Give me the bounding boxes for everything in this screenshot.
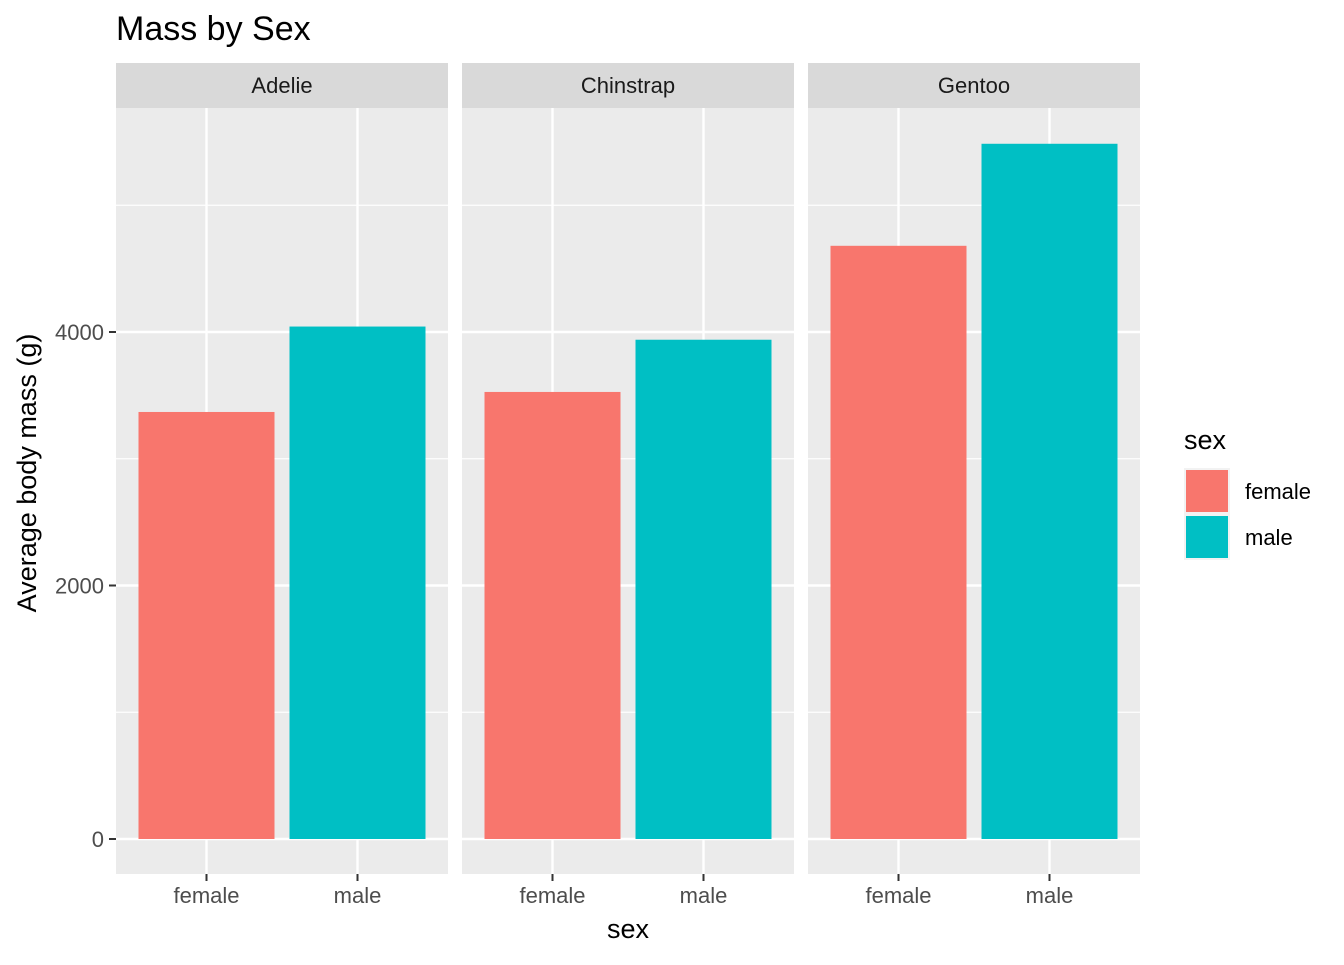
facet-strip — [808, 63, 1140, 108]
bar-chinstrap-female — [484, 391, 621, 839]
bar-gentoo-male — [981, 143, 1118, 839]
bar-chinstrap-male — [635, 339, 772, 839]
y-axis-title: Average body mass (g) — [12, 334, 42, 613]
bar-adelie-female — [138, 411, 275, 839]
x-tick-label: male — [1026, 883, 1074, 908]
y-tick-label: 0 — [92, 827, 104, 852]
x-tick-label: female — [173, 883, 239, 908]
facet-strip-label: Adelie — [251, 73, 312, 98]
y-tick-label: 4000 — [55, 320, 104, 345]
legend-label-female: female — [1245, 479, 1311, 504]
x-tick-label: male — [334, 883, 382, 908]
facet-strip — [116, 63, 448, 108]
facet-panel-gentoo: female male Gentoo — [808, 63, 1140, 908]
y-axis: 0 2000 4000 — [55, 320, 116, 852]
facet-strip-label: Gentoo — [938, 73, 1010, 98]
x-tick-label: female — [865, 883, 931, 908]
legend-key-female — [1186, 470, 1228, 512]
legend-title: sex — [1184, 425, 1227, 455]
bar-adelie-male — [289, 326, 426, 839]
y-tick-label: 2000 — [55, 574, 104, 599]
bar-gentoo-female — [830, 245, 967, 839]
facet-strip — [462, 63, 794, 108]
facet-panel-chinstrap: female male Chinstrap — [462, 63, 794, 908]
x-tick-label: female — [519, 883, 585, 908]
legend-label-male: male — [1245, 525, 1293, 550]
x-axis-title: sex — [607, 914, 650, 944]
facet-panel-adelie: female male Adelie — [116, 63, 448, 908]
facet-strip-label: Chinstrap — [581, 73, 675, 98]
legend: sex female male — [1184, 425, 1311, 560]
x-tick-label: male — [680, 883, 728, 908]
legend-key-male — [1186, 516, 1228, 558]
chart-title: Mass by Sex — [116, 10, 311, 48]
